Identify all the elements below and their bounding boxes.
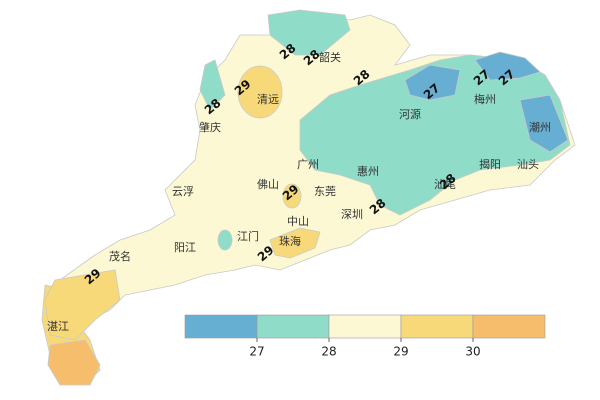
city-label: 潮州 [529,120,551,134]
zone-28 [267,9,351,56]
legend-tick-label: 29 [393,345,408,359]
city-label: 阳江 [174,241,196,254]
legend-swatch [184,314,258,339]
city-label: 揭阳 [479,157,501,171]
city-label: 东莞 [314,185,336,198]
city-label: 中山 [287,215,309,228]
regions [41,9,576,386]
city-label: 云浮 [172,185,194,198]
city-label: 肇庆 [199,120,221,134]
legend-swatch [256,314,330,339]
zone-28 [299,54,571,216]
zone-28 [199,59,226,111]
city-label: 惠州 [357,164,379,178]
city-label: 河源 [399,107,421,121]
legend-tick-label: 30 [465,345,480,359]
legend-tick-label: 27 [249,345,264,359]
zone-27 [404,64,461,101]
city-label: 韶关 [319,50,341,64]
city-label: 珠海 [279,234,301,248]
zone-30 [47,339,101,386]
zone-27 [519,94,569,153]
city-label: 湛江 [47,320,69,333]
city-label: 汕尾 [434,178,456,191]
city-label: 深圳 [341,208,363,221]
city-label: 佛山 [257,178,279,191]
zone-28 [217,229,233,251]
zone-29 [44,269,121,341]
city-label: 茂名 [109,249,131,263]
legend-swatch [400,314,474,339]
zone-27 [474,51,541,81]
legend-tick-label: 28 [321,345,336,359]
legend-swatch [472,314,546,339]
city-label: 梅州 [474,92,496,106]
city-label: 广州 [297,158,319,171]
zone-29 [269,227,321,259]
zone-29 [237,65,283,119]
city-label: 江门 [237,229,259,243]
legend-swatch [328,314,402,339]
city-label: 清远 [257,93,279,106]
zone-29 [282,183,302,209]
city-label: 汕头 [517,158,539,171]
